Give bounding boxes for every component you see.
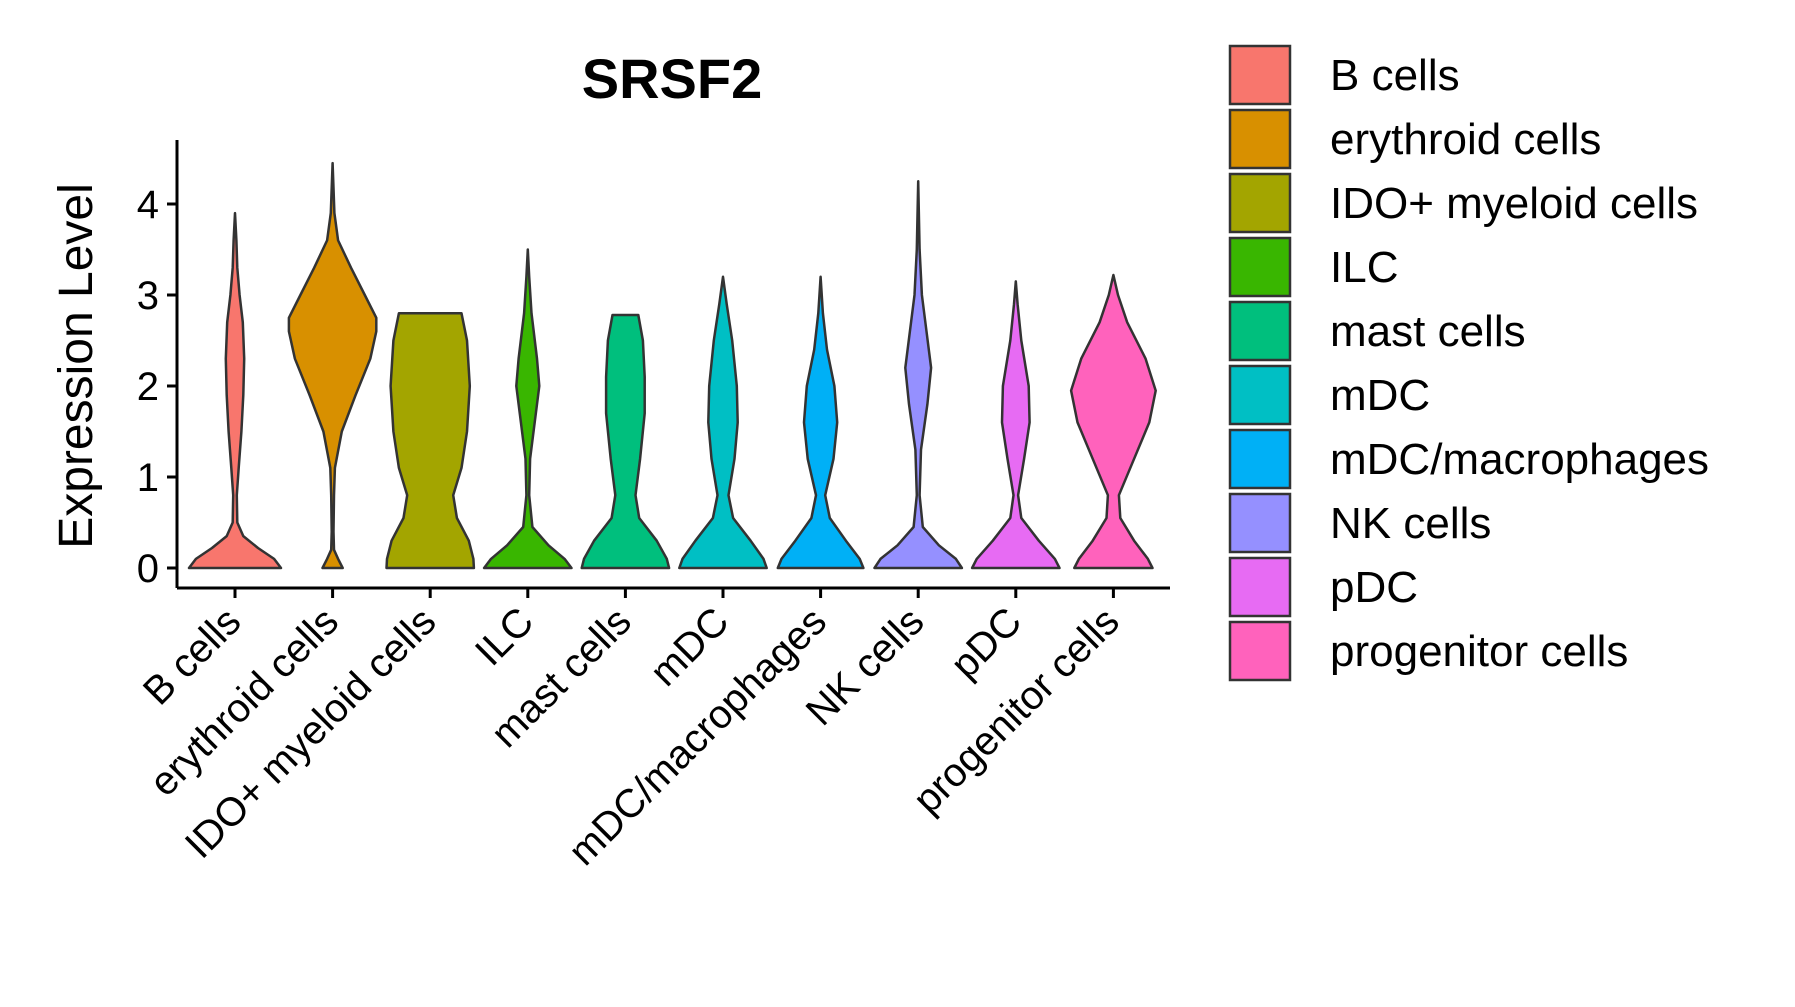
violin-mdc (678, 275, 768, 570)
legend-swatch (1228, 364, 1292, 426)
plot-area (187, 161, 1157, 570)
legend: B cells erythroid cells IDO+ myeloid cells… (1228, 44, 1709, 682)
legend-label: B cells (1330, 51, 1460, 100)
legend-swatch (1228, 236, 1292, 298)
legend-swatch (1228, 556, 1292, 618)
legend-label: IDO+ myeloid cells (1330, 179, 1698, 228)
legend-label: NK cells (1330, 499, 1491, 548)
x-tick-label: pDC (942, 599, 1030, 687)
legend-label: ILC (1330, 243, 1398, 292)
violin-nk-cells (873, 180, 964, 570)
legend-label: mDC (1330, 371, 1430, 420)
violin-mdc-macrophages (776, 275, 865, 570)
legend-label: pDC (1330, 563, 1418, 612)
legend-swatch (1228, 108, 1292, 170)
violin-pdc (970, 280, 1061, 570)
legend-label: progenitor cells (1330, 627, 1628, 676)
y-tick-label: 1 (137, 456, 159, 500)
legend-label: mast cells (1330, 307, 1526, 356)
x-tick-label: ILC (467, 599, 542, 674)
legend-label: erythroid cells (1330, 115, 1601, 164)
violin-b-cells (187, 211, 283, 570)
legend-swatch (1228, 300, 1292, 362)
chart-title: SRSF2 (582, 47, 763, 110)
y-axis-label: Expression Level (50, 183, 103, 549)
legend-swatch (1228, 620, 1292, 682)
violin-progenitor-cells (1069, 273, 1157, 570)
legend-swatch (1228, 44, 1292, 106)
legend-label: mDC/macrophages (1330, 435, 1709, 484)
y-tick-label: 0 (137, 547, 159, 591)
violin-ilc (482, 248, 573, 570)
y-axis: 0 1 2 3 4 (137, 140, 179, 591)
violin-mast-cells (580, 313, 671, 570)
legend-swatch (1228, 492, 1292, 554)
legend-swatch (1228, 172, 1292, 234)
legend-swatch (1228, 428, 1292, 490)
violin-ido-myeloid-cells (385, 311, 476, 570)
y-tick-label: 2 (137, 365, 159, 409)
y-tick-label: 3 (137, 274, 159, 318)
y-tick-label: 4 (137, 183, 159, 227)
violin-erythroid-cells (287, 161, 378, 570)
